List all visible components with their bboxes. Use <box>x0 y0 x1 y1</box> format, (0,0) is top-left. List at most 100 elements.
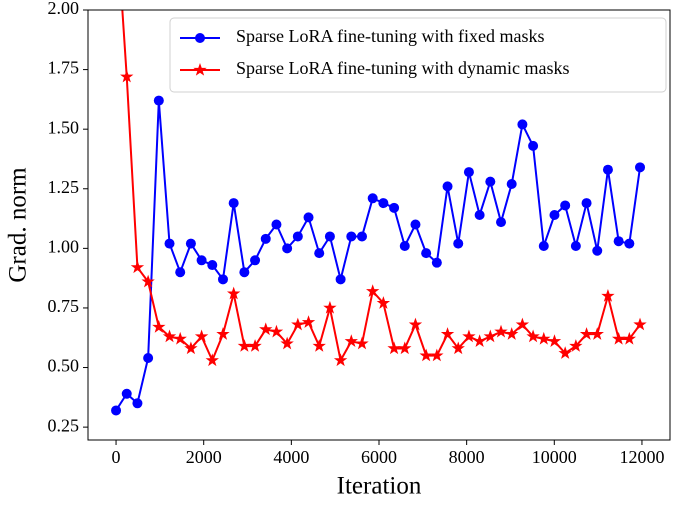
data-point <box>175 267 186 278</box>
data-point <box>282 243 293 254</box>
data-point <box>431 257 442 268</box>
data-point <box>378 198 389 209</box>
data-point <box>366 284 380 297</box>
data-point <box>196 255 207 266</box>
data-point <box>430 348 444 362</box>
y-tick-label: 0.50 <box>48 356 80 376</box>
data-point <box>301 315 316 328</box>
y-tick-label: 1.00 <box>48 236 80 256</box>
data-point <box>592 245 603 256</box>
data-point <box>547 334 562 348</box>
y-tick-label: 2.00 <box>48 0 80 18</box>
data-point <box>184 341 198 355</box>
x-axis-label: Iteration <box>337 473 422 500</box>
data-point <box>505 327 519 340</box>
data-point <box>560 200 571 211</box>
plot-area <box>111 10 647 416</box>
data-point <box>635 162 646 173</box>
data-point <box>517 119 528 130</box>
data-point <box>132 398 143 409</box>
data-point <box>333 353 348 367</box>
data-point <box>239 267 250 278</box>
data-point <box>324 231 335 242</box>
x-tick-label: 2000 <box>186 447 222 467</box>
data-point <box>442 181 453 192</box>
data-point <box>451 341 465 355</box>
data-point <box>346 231 357 242</box>
data-point <box>440 327 455 340</box>
data-point <box>463 167 474 178</box>
data-point <box>314 248 325 259</box>
data-point <box>538 240 549 251</box>
data-point <box>259 322 273 336</box>
data-point <box>248 339 262 352</box>
legend-marker <box>193 62 207 76</box>
x-tick-label: 0 <box>112 447 121 467</box>
data-point <box>537 331 551 345</box>
data-point <box>367 193 378 204</box>
data-point <box>581 198 592 209</box>
data-point <box>344 334 358 348</box>
data-point <box>633 317 647 331</box>
x-tick-label: 6000 <box>361 447 397 467</box>
y-tick-label: 1.25 <box>48 177 80 197</box>
data-point <box>185 238 196 249</box>
data-point <box>421 248 432 259</box>
data-point <box>624 238 635 249</box>
data-point <box>173 331 187 345</box>
data-point <box>410 219 421 230</box>
data-point <box>323 300 337 314</box>
data-point <box>496 217 507 228</box>
data-point <box>590 327 604 340</box>
data-point <box>506 179 517 190</box>
data-point <box>528 140 539 151</box>
data-point <box>312 339 326 352</box>
data-point <box>216 327 230 340</box>
y-tick-label: 1.75 <box>48 58 80 78</box>
data-point <box>292 231 303 242</box>
data-point <box>194 329 209 343</box>
data-point <box>280 336 294 350</box>
data-point <box>130 260 145 274</box>
data-point <box>335 274 346 285</box>
legend-label: Sparse LoRA fine-tuning with fixed masks <box>236 26 544 46</box>
data-point <box>269 324 284 338</box>
data-point <box>408 317 423 331</box>
data-point <box>237 339 252 352</box>
x-tick-label: 8000 <box>449 447 485 467</box>
data-point <box>164 238 175 249</box>
y-axis-label: Grad. norm <box>5 167 32 283</box>
data-point <box>526 329 540 343</box>
data-point <box>217 274 228 285</box>
data-point <box>143 353 154 364</box>
legend-marker <box>195 33 205 43</box>
data-point <box>153 95 164 106</box>
plot-frame <box>87 9 671 441</box>
data-point <box>207 260 218 271</box>
data-point <box>474 209 485 220</box>
data-point <box>271 219 282 230</box>
data-point <box>152 319 166 333</box>
data-point <box>419 348 433 362</box>
data-point <box>613 236 624 247</box>
data-point <box>387 341 401 355</box>
data-point <box>472 334 487 348</box>
data-point <box>483 329 497 343</box>
data-point <box>356 231 367 242</box>
data-point <box>121 388 132 399</box>
data-point <box>389 202 400 213</box>
y-tick-label: 0.25 <box>48 415 80 435</box>
data-point <box>453 238 464 249</box>
data-point <box>162 329 177 343</box>
y-tick-label: 1.50 <box>48 117 80 137</box>
data-point <box>120 69 134 83</box>
data-point <box>611 331 626 345</box>
data-point <box>141 274 155 288</box>
data-point <box>303 212 314 223</box>
data-point <box>376 296 391 309</box>
data-point <box>398 341 412 355</box>
data-point <box>558 346 572 359</box>
data-point <box>569 339 583 352</box>
data-point <box>226 286 241 300</box>
data-point <box>579 327 594 340</box>
